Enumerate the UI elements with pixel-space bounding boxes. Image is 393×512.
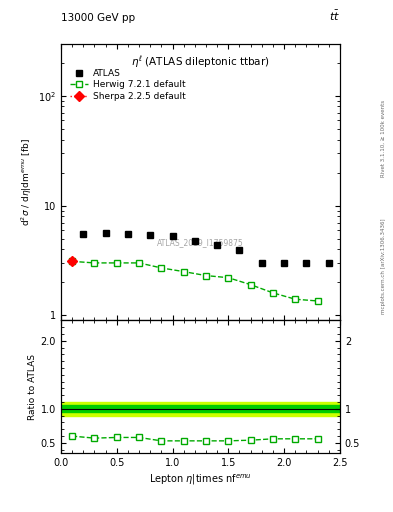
ATLAS [237, 247, 242, 253]
ATLAS [170, 233, 175, 239]
Text: 13000 GeV pp: 13000 GeV pp [61, 13, 135, 23]
Herwig 7.2.1 default [271, 290, 275, 296]
ATLAS [282, 260, 286, 266]
Line: ATLAS: ATLAS [80, 230, 332, 266]
Herwig 7.2.1 default [114, 260, 119, 266]
Line: Herwig 7.2.1 default: Herwig 7.2.1 default [69, 258, 321, 305]
Herwig 7.2.1 default [137, 260, 141, 266]
Herwig 7.2.1 default [92, 260, 97, 266]
ATLAS [148, 232, 152, 238]
X-axis label: Lepton $\eta|$times nf$^{emu}$: Lepton $\eta|$times nf$^{emu}$ [149, 472, 252, 486]
ATLAS [81, 231, 86, 237]
Text: mcplots.cern.ch [arXiv:1306.3436]: mcplots.cern.ch [arXiv:1306.3436] [381, 219, 386, 314]
Text: $\eta^\ell$ (ATLAS dileptonic ttbar): $\eta^\ell$ (ATLAS dileptonic ttbar) [131, 55, 270, 71]
ATLAS [125, 231, 130, 237]
Herwig 7.2.1 default [293, 296, 298, 302]
Herwig 7.2.1 default [248, 282, 253, 288]
ATLAS [304, 260, 309, 266]
Text: $t\bar{t}$: $t\bar{t}$ [329, 9, 340, 23]
Herwig 7.2.1 default [159, 265, 164, 271]
ATLAS [193, 238, 197, 244]
ATLAS [103, 230, 108, 236]
Herwig 7.2.1 default [181, 268, 186, 274]
Herwig 7.2.1 default [204, 272, 208, 279]
Text: ATLAS_2019_I1759875: ATLAS_2019_I1759875 [157, 238, 244, 247]
ATLAS [215, 242, 220, 248]
Herwig 7.2.1 default [70, 258, 74, 264]
Legend: ATLAS, Herwig 7.2.1 default, Sherpa 2.2.5 default: ATLAS, Herwig 7.2.1 default, Sherpa 2.2.… [68, 68, 187, 102]
Text: Rivet 3.1.10, ≥ 100k events: Rivet 3.1.10, ≥ 100k events [381, 100, 386, 177]
Bar [61, 402, 340, 416]
ATLAS [327, 260, 331, 266]
Bar [61, 406, 340, 412]
Y-axis label: Ratio to ATLAS: Ratio to ATLAS [28, 354, 37, 420]
Y-axis label: d$^2\sigma$ / d$\eta|$dm$^{emu}$ [fb]: d$^2\sigma$ / d$\eta|$dm$^{emu}$ [fb] [19, 138, 34, 226]
Herwig 7.2.1 default [315, 298, 320, 304]
ATLAS [259, 260, 264, 266]
Herwig 7.2.1 default [226, 274, 231, 281]
